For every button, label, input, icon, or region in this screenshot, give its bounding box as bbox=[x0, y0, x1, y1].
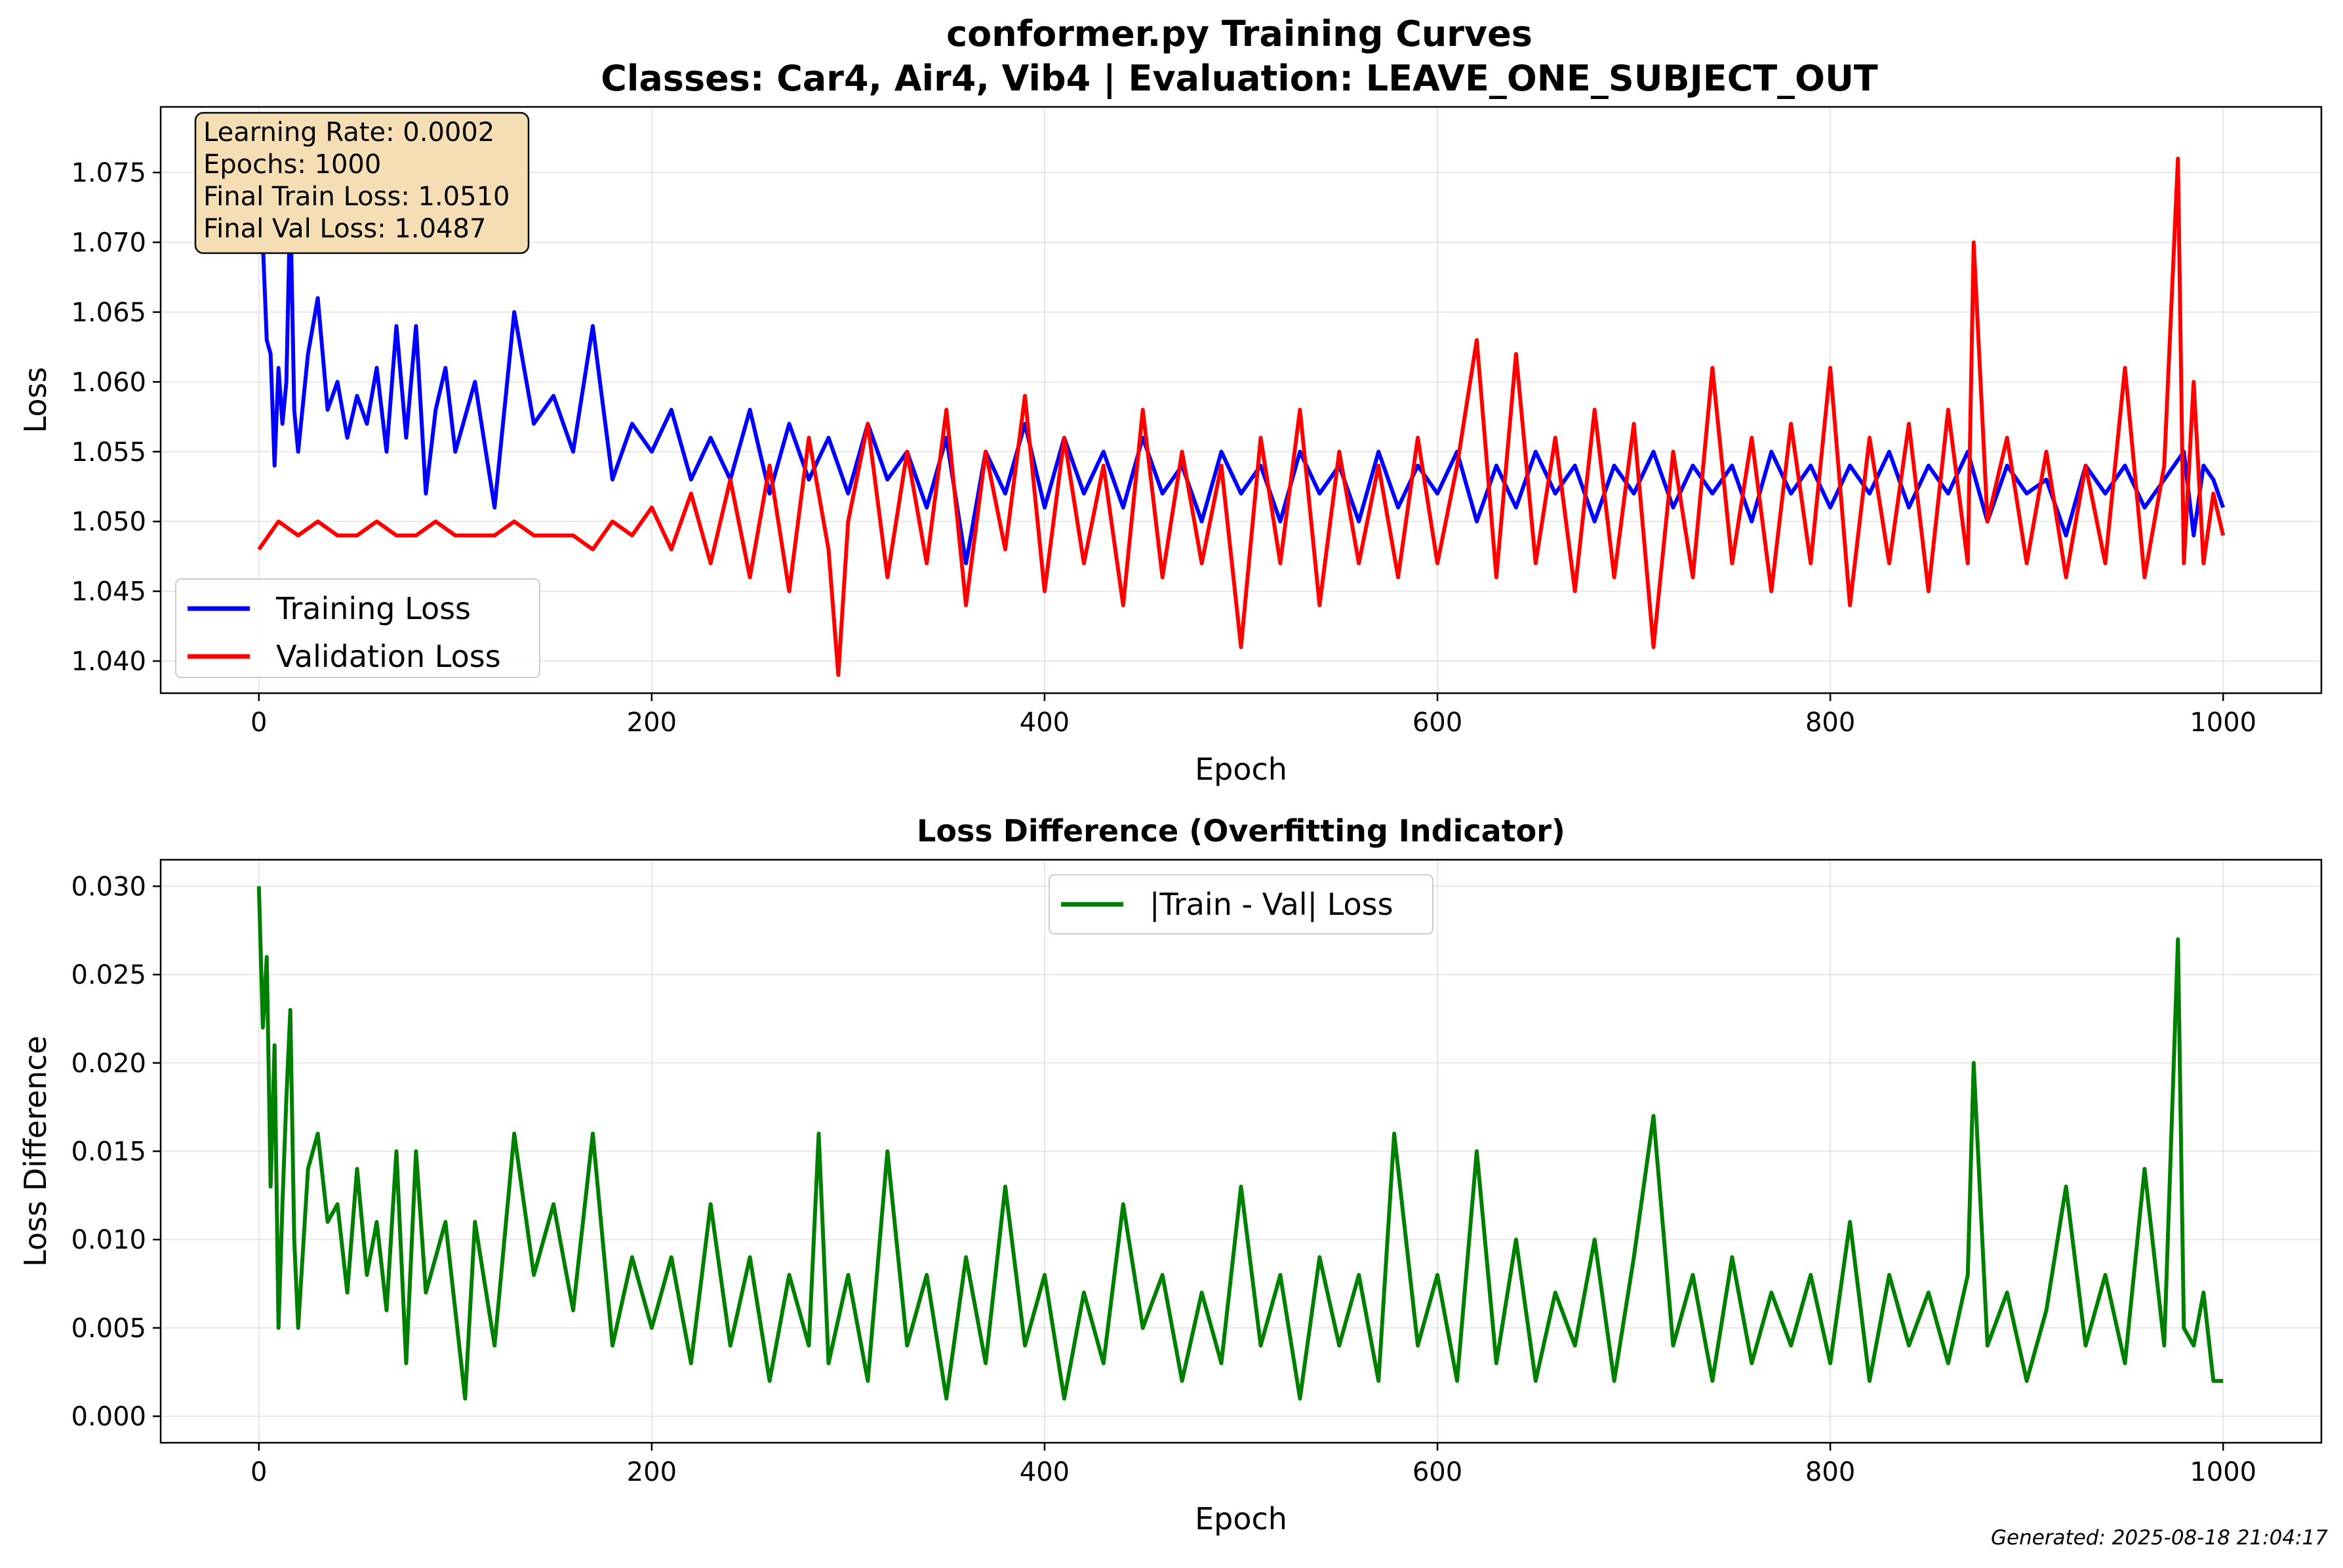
x-tick-label: 400 bbox=[1020, 708, 1070, 738]
x-tick-label: 800 bbox=[1805, 708, 1855, 738]
y-tick-label: 1.065 bbox=[71, 298, 146, 328]
bottom-legend: |Train - Val| Loss bbox=[1049, 874, 1433, 935]
y-tick-label: 1.070 bbox=[71, 228, 146, 258]
figure-title-line2: Classes: Car4, Air4, Vib4 | Evaluation: … bbox=[601, 58, 1878, 99]
top-plot-frame bbox=[159, 106, 2323, 694]
info-box-background bbox=[194, 111, 530, 254]
top-y-axis-label: Loss bbox=[18, 367, 53, 433]
x-tick-label: 0 bbox=[250, 708, 267, 738]
y-tick-label: 0.005 bbox=[71, 1314, 146, 1344]
y-tick-label: 0.000 bbox=[71, 1402, 146, 1432]
info-line-learning-rate: Learning Rate: 0.0002 bbox=[203, 117, 494, 148]
figure-title-line1: conformer.py Training Curves bbox=[946, 13, 1532, 54]
info-line-final-val-loss: Final Val Loss: 1.0487 bbox=[203, 214, 486, 244]
y-tick-label: 1.060 bbox=[71, 367, 146, 397]
bottom-y-axis-label: Loss Difference bbox=[18, 1035, 53, 1267]
series-line-1 bbox=[257, 156, 2226, 677]
y-tick-label: 1.075 bbox=[71, 158, 146, 188]
bottom-x-axis-label: Epoch bbox=[1195, 1501, 1287, 1537]
series-line-0 bbox=[256, 886, 2224, 1401]
y-tick-label: 1.050 bbox=[71, 507, 146, 537]
y-tick-label: 0.015 bbox=[71, 1137, 146, 1167]
x-tick-label: 600 bbox=[1412, 1457, 1462, 1487]
x-tick-label: 200 bbox=[627, 1457, 677, 1487]
y-tick-label: 0.020 bbox=[71, 1049, 146, 1079]
x-tick-label: 400 bbox=[1020, 1457, 1070, 1487]
training-loss-chart: 0 200 400 600 800 1000 1.040 1.045 1.050 1.055 1.0… bbox=[18, 106, 2323, 787]
y-tick-label: 0.030 bbox=[71, 872, 146, 902]
x-tick-label: 0 bbox=[250, 1457, 267, 1487]
y-tick-label: 1.040 bbox=[71, 647, 146, 677]
y-tick-label: 1.045 bbox=[71, 577, 146, 607]
legend-label-validation-loss: Validation Loss bbox=[276, 639, 501, 674]
info-line-final-train-loss: Final Train Loss: 1.0510 bbox=[203, 182, 510, 212]
y-tick-label: 0.010 bbox=[71, 1225, 146, 1255]
x-tick-label: 600 bbox=[1412, 708, 1462, 738]
x-tick-label: 1000 bbox=[2190, 1457, 2256, 1487]
info-box: Learning Rate: 0.0002 Epochs: 1000 Final… bbox=[194, 111, 530, 254]
y-tick-label: 0.025 bbox=[71, 960, 146, 990]
top-legend: Training Loss Validation Loss bbox=[175, 578, 540, 678]
loss-difference-chart: 0 200 400 600 800 1000 0.000 0.005 0.010 0.015 0.0… bbox=[18, 813, 2323, 1537]
bottom-plot-title: Loss Difference (Overfitting Indicator) bbox=[917, 813, 1565, 849]
info-line-epochs: Epochs: 1000 bbox=[203, 150, 381, 180]
legend-label-loss-difference: |Train - Val| Loss bbox=[1150, 887, 1393, 923]
generated-timestamp: Generated: 2025-08-18 21:04:17 bbox=[1991, 1526, 2328, 1550]
top-x-axis-label: Epoch bbox=[1195, 752, 1287, 787]
x-tick-label: 800 bbox=[1805, 1457, 1855, 1487]
legend-label-training-loss: Training Loss bbox=[275, 591, 471, 626]
x-tick-label: 200 bbox=[627, 708, 677, 738]
x-tick-label: 1000 bbox=[2190, 708, 2256, 738]
y-tick-label: 1.055 bbox=[71, 437, 146, 468]
